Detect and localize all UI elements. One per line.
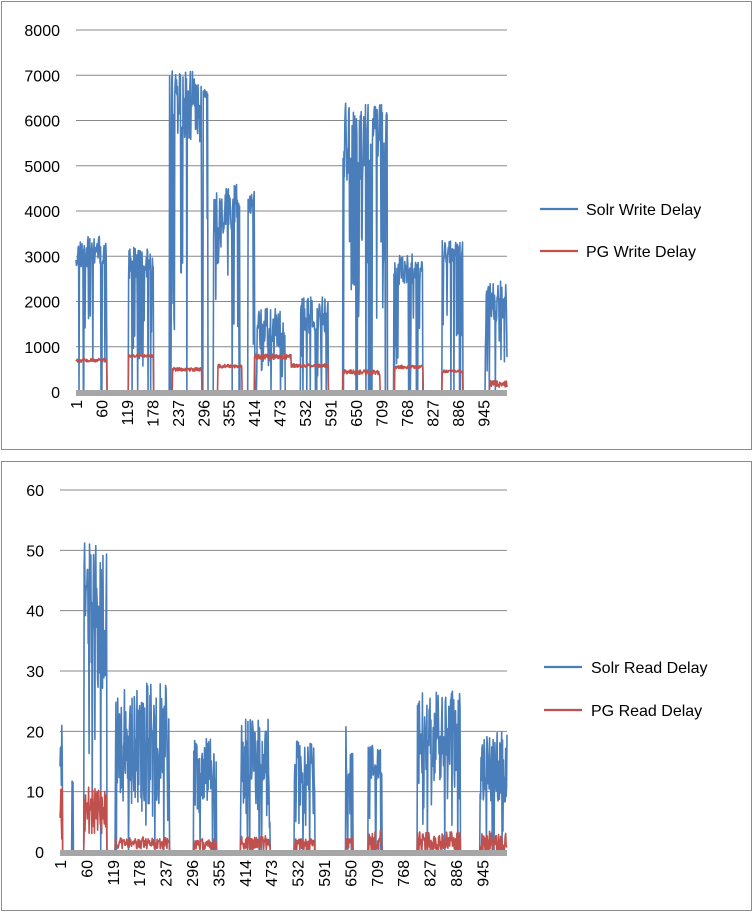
write-y-tick-label: 4000 (24, 204, 60, 221)
read-x-tick-label: 886 (449, 860, 466, 887)
write-x-tick-label: 591 (324, 400, 341, 427)
write-x-tick-label: 60 (95, 400, 112, 418)
read-x-tick-label: 296 (185, 860, 202, 887)
read-x-tick-label: 768 (396, 860, 413, 887)
write-x-tick-label: 237 (171, 400, 188, 427)
write-x-tick-label: 473 (273, 400, 290, 427)
read-y-tick-label: 50 (26, 543, 44, 560)
read-y-tick-label: 0 (35, 845, 44, 862)
write-y-tick-label: 2000 (24, 295, 60, 312)
write-y-tick-label: 8000 (24, 23, 60, 40)
write-series-solr (75, 70, 508, 393)
write-delay-chart-panel: 0 1000 2000 3000 4000 5000 6000 7000 8000 1 60 119 1… (1, 1, 752, 450)
read-delay-chart: 0 10 20 30 40 50 60 1 60 119 178 237 296 355 414 473 532… (26, 483, 708, 887)
read-y-tick-label: 40 (26, 604, 44, 621)
write-y-tick-label: 3000 (24, 249, 60, 266)
read-y-tick-label: 60 (26, 483, 44, 500)
read-x-tick-label: 473 (264, 860, 281, 887)
write-legend-label-solr: Solr Write Delay (586, 202, 701, 219)
read-x-tick-label: 1 (53, 860, 70, 869)
read-legend-label-pg: PG Read Delay (591, 703, 702, 720)
read-x-tick-label: 60 (79, 860, 96, 878)
read-x-tick-label: 532 (291, 860, 308, 887)
write-y-tick-label: 7000 (24, 68, 60, 85)
write-x-tick-label: 178 (145, 400, 162, 427)
write-x-tick-label: 1 (69, 400, 86, 409)
read-x-tick-label: 414 (238, 860, 255, 887)
read-x-tick-label: 119 (106, 860, 123, 886)
write-x-tick-label: 709 (375, 400, 392, 427)
read-delay-chart-panel: 0 10 20 30 40 50 60 1 60 119 178 237 296 355 414 473 532… (1, 461, 752, 911)
write-y-tick-label: 5000 (24, 159, 60, 176)
read-y-tick-label: 20 (26, 724, 44, 741)
write-x-tick-label: 650 (349, 400, 366, 427)
write-x-tick-label: 355 (222, 400, 239, 427)
read-x-tick-label: 945 (475, 860, 492, 887)
write-x-tick-label: 296 (196, 400, 213, 427)
write-x-tick-label: 945 (476, 400, 493, 427)
write-x-tick-label: 768 (400, 400, 417, 427)
read-series-pg (59, 786, 508, 853)
read-x-tick-label: 237 (159, 860, 176, 887)
read-x-tick-label: 591 (317, 860, 334, 887)
write-delay-chart: 0 1000 2000 3000 4000 5000 6000 7000 8000 1 60 119 1… (24, 23, 701, 427)
write-x-tick-label: 119 (120, 400, 137, 426)
write-legend-label-pg: PG Write Delay (586, 244, 696, 261)
write-y-tick-label: 0 (51, 385, 60, 402)
read-x-tick-label: 709 (370, 860, 387, 887)
read-x-tick-label: 178 (132, 860, 149, 887)
read-y-tick-label: 10 (26, 785, 44, 802)
read-series-solr (59, 542, 508, 853)
read-y-tick-label: 30 (26, 664, 44, 681)
write-x-tick-label: 532 (298, 400, 315, 427)
write-x-tick-label: 827 (425, 400, 442, 427)
write-y-tick-label: 1000 (24, 340, 60, 357)
write-x-tick-label: 414 (247, 400, 264, 427)
write-y-tick-label: 6000 (24, 114, 60, 131)
read-x-tick-label: 650 (343, 860, 360, 887)
read-x-tick-label: 827 (423, 860, 440, 887)
read-legend-label-solr: Solr Read Delay (591, 660, 708, 677)
write-x-tick-label: 886 (451, 400, 468, 427)
read-x-tick-label: 355 (211, 860, 228, 887)
